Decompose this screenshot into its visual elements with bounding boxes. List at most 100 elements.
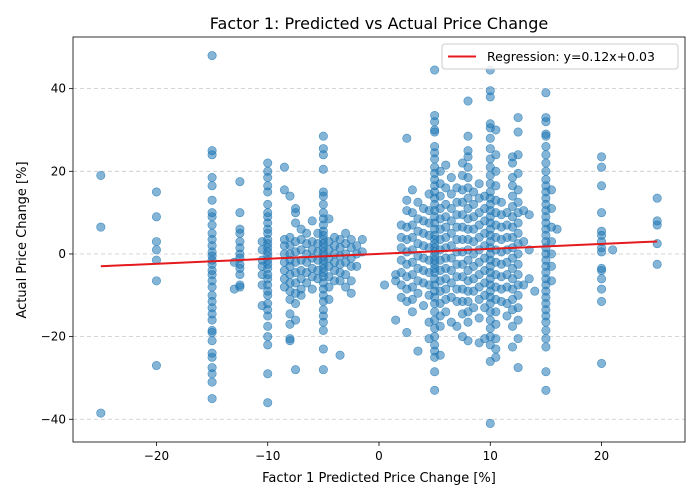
scatter-point: [463, 255, 473, 265]
scatter-point: [435, 166, 445, 176]
scatter-point: [341, 282, 351, 292]
scatter-point: [151, 237, 161, 247]
scatter-point: [407, 282, 417, 292]
scatter-point: [318, 344, 328, 354]
scatter-point: [151, 245, 161, 255]
scatter-point: [419, 301, 429, 311]
scatter-point: [151, 212, 161, 222]
scatter-point: [207, 173, 217, 183]
scatter-point: [291, 208, 301, 218]
scatter-point: [263, 311, 273, 321]
scatter-point: [291, 315, 301, 325]
scatter-point: [541, 158, 551, 168]
scatter-point: [430, 367, 440, 377]
scatter-point: [430, 127, 440, 137]
scatter-point: [413, 197, 423, 207]
scatter-point: [435, 321, 445, 331]
regression-line: [100, 240, 658, 268]
scatter-point: [463, 193, 473, 203]
scatter-point: [263, 158, 273, 168]
y-axis-ticks: −40 −20 0 20 40: [41, 82, 73, 426]
scatter-point: [508, 158, 518, 168]
scatter-point: [508, 321, 518, 331]
scatter-point: [335, 276, 345, 286]
scatter-point: [463, 152, 473, 162]
scatter-point: [502, 311, 512, 321]
scatter-point: [446, 253, 456, 263]
scatter-point: [597, 152, 607, 162]
chart-title: Factor 1: Predicted vs Actual Price Chan…: [210, 14, 548, 33]
scatter-point: [291, 218, 301, 228]
scatter-point: [541, 317, 551, 327]
scatter-point: [496, 197, 506, 207]
scatter-point: [546, 249, 556, 259]
scatter-point: [318, 325, 328, 335]
scatter-point: [263, 290, 273, 300]
scatter-point: [263, 199, 273, 209]
scatter-point: [513, 303, 523, 313]
scatter-point: [441, 307, 451, 317]
scatter-point: [207, 327, 217, 337]
scatter-point: [407, 307, 417, 317]
scatter-point: [207, 212, 217, 222]
scatter-point: [508, 191, 518, 201]
scatter-point: [263, 321, 273, 331]
scatter-point: [491, 319, 501, 329]
scatter-point: [263, 398, 273, 408]
scatter-point: [207, 369, 217, 379]
scatter-point: [469, 303, 479, 313]
scatter-point: [318, 131, 328, 141]
scatter-point: [346, 276, 356, 286]
scatter-point: [485, 144, 495, 154]
scatter-point: [263, 340, 273, 350]
scatter-point: [430, 332, 440, 342]
scatter-point: [207, 352, 217, 362]
scatter-point: [207, 282, 217, 292]
scatter-point: [441, 284, 451, 294]
legend-regression-label: Regression: y=0.12x+0.03: [487, 49, 655, 64]
scatter-point: [652, 220, 662, 230]
scatter-point: [207, 394, 217, 404]
scatter-point: [207, 336, 217, 346]
scatter-point: [508, 342, 518, 352]
scatter-point: [435, 191, 445, 201]
scatter-point: [491, 307, 501, 317]
scatter-point: [235, 208, 245, 218]
scatter-point: [597, 162, 607, 172]
scatter-point: [407, 208, 417, 218]
scatter-point: [541, 342, 551, 352]
scatter-point: [541, 166, 551, 176]
scatter-point: [279, 185, 289, 195]
y-gridlines: [73, 88, 685, 420]
scatter-point: [430, 385, 440, 395]
scatter-point: [318, 365, 328, 375]
scatter-point: [491, 125, 501, 135]
scatter-point: [513, 150, 523, 160]
scatter-point: [391, 315, 401, 325]
scatter-point: [318, 164, 328, 174]
scatter-point: [407, 294, 417, 304]
scatter-point: [546, 261, 556, 271]
scatter-point: [597, 265, 607, 275]
scatter-point: [524, 274, 534, 284]
scatter-point: [207, 220, 217, 230]
scatter-point: [302, 278, 312, 288]
scatter-point: [469, 199, 479, 209]
scatter-point: [446, 173, 456, 183]
scatter-point: [291, 365, 301, 375]
legend: Regression: y=0.12x+0.03: [441, 43, 679, 70]
scatter-points: [96, 51, 662, 428]
scatter-point: [513, 249, 523, 259]
scatter-point: [324, 282, 334, 292]
scatter-point: [597, 247, 607, 257]
scatter-point: [263, 187, 273, 197]
scatter-point: [513, 127, 523, 137]
scatter-point: [452, 321, 462, 331]
scatter-point: [597, 208, 607, 218]
scatter-point: [524, 210, 534, 220]
scatter-point: [324, 214, 334, 224]
scatter-point: [207, 195, 217, 205]
scatter-point: [485, 92, 495, 102]
scatter-point: [446, 216, 456, 226]
scatter-point: [513, 290, 523, 300]
